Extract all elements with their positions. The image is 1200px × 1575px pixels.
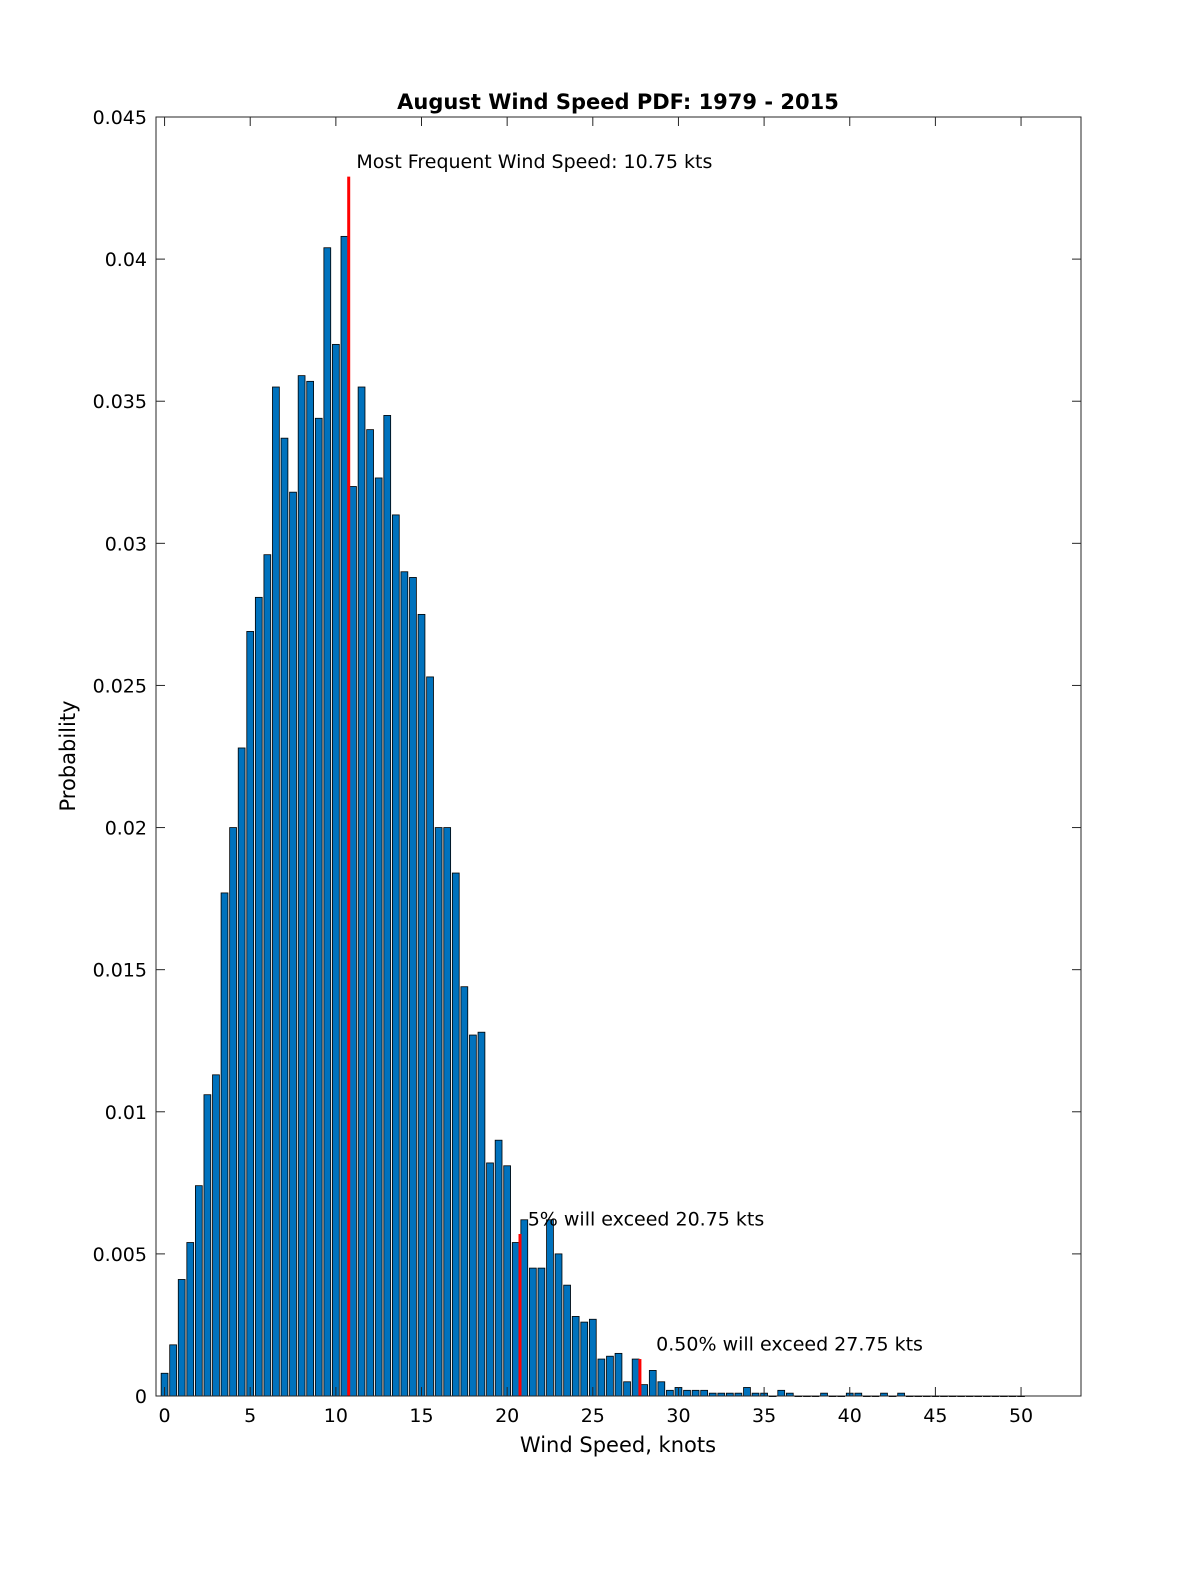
y-tick-label: 0.015 [93, 960, 147, 982]
bar [460, 986, 469, 1397]
bar [323, 247, 332, 1397]
x-tick-label: 0 [159, 1405, 171, 1427]
x-tick-label: 30 [666, 1405, 690, 1427]
bar [494, 1139, 503, 1397]
bar [451, 872, 460, 1397]
bar [631, 1358, 640, 1397]
x-tick-label: 45 [923, 1405, 947, 1427]
bar [177, 1279, 186, 1397]
bar [254, 596, 263, 1397]
bar [546, 1219, 554, 1397]
x-tick-label: 5 [244, 1405, 256, 1427]
bar [374, 477, 383, 1397]
bar [777, 1389, 786, 1397]
bar [691, 1389, 700, 1397]
annotation-label: 0.50% will exceed 27.75 kts [656, 1334, 923, 1356]
bar [391, 514, 400, 1397]
bar [640, 1384, 649, 1397]
bar [400, 571, 409, 1397]
bar [563, 1284, 571, 1397]
y-tick-label: 0.005 [93, 1244, 147, 1266]
x-tick-label: 20 [495, 1405, 519, 1427]
bar [537, 1267, 546, 1397]
annotation-layer: Most Frequent Wind Speed: 10.75 kts 5% wi… [356, 151, 923, 1355]
x-tick-label: 15 [409, 1405, 433, 1427]
bar [212, 1074, 220, 1397]
bar [554, 1253, 563, 1397]
bar [683, 1389, 691, 1397]
bar [417, 613, 426, 1397]
bar [340, 235, 349, 1397]
bar [597, 1358, 606, 1397]
x-tick-label: 40 [838, 1405, 862, 1427]
bar [580, 1321, 589, 1397]
bar [349, 486, 357, 1397]
y-tick-label: 0.01 [105, 1102, 147, 1124]
bar [477, 1031, 486, 1397]
bar [306, 380, 314, 1397]
bar [588, 1318, 597, 1397]
bar [314, 417, 323, 1397]
bar [529, 1267, 537, 1397]
bar [743, 1387, 751, 1397]
x-tick-label: 35 [752, 1405, 776, 1427]
y-tick-label: 0.035 [93, 391, 147, 413]
bar [220, 892, 229, 1397]
x-tick-label: 25 [581, 1405, 605, 1427]
bar [186, 1242, 195, 1397]
annotation-label: Most Frequent Wind Speed: 10.75 kts [356, 151, 712, 173]
y-tick-label: 0.03 [105, 533, 147, 555]
y-tick-label: 0.04 [105, 249, 147, 271]
bar [623, 1381, 631, 1397]
bar [503, 1165, 511, 1397]
x-axis-label: Wind Speed, knots [520, 1433, 716, 1457]
bar [434, 827, 443, 1397]
y-tick-label: 0.02 [105, 818, 147, 840]
bar [409, 577, 417, 1397]
bar [666, 1389, 674, 1397]
bar [332, 343, 340, 1397]
annotation-label: 5% will exceed 20.75 kts [528, 1208, 765, 1230]
y-tick-label: 0 [135, 1386, 147, 1408]
bar [169, 1344, 177, 1397]
bars-layer [160, 235, 1025, 1398]
bar [289, 491, 297, 1397]
bar [383, 415, 392, 1397]
y-axis-label: Probability [56, 700, 80, 811]
bar [571, 1316, 580, 1397]
bar [606, 1355, 614, 1397]
ticks-layer: 0 5 10 15 20 25 30 35 40 45 50 0 0.005 0.01 0.015 0.02 0… [93, 107, 1081, 1427]
bar [272, 386, 280, 1397]
bar [469, 1034, 477, 1397]
bar [237, 747, 246, 1397]
bar [520, 1219, 529, 1397]
y-tick-label: 0.025 [93, 675, 147, 697]
bar [443, 827, 452, 1397]
bar [203, 1094, 212, 1397]
bar [657, 1381, 666, 1397]
bar [366, 429, 374, 1397]
x-tick-label: 10 [324, 1405, 348, 1427]
bar [194, 1185, 203, 1397]
marker-layer [347, 176, 642, 1396]
bar [511, 1242, 520, 1397]
bar [263, 554, 272, 1397]
bar [280, 437, 289, 1397]
bar [648, 1370, 657, 1397]
bar [426, 676, 434, 1397]
bar [297, 375, 306, 1397]
bar [614, 1352, 623, 1397]
chart-title: August Wind Speed PDF: 1979 - 2015 [397, 90, 839, 114]
bar [229, 827, 237, 1397]
bar [486, 1162, 494, 1397]
bar [357, 386, 366, 1397]
bar [246, 631, 255, 1397]
plot-frame [155, 116, 1082, 1397]
bar [700, 1389, 708, 1397]
x-tick-label: 50 [1009, 1405, 1033, 1427]
y-tick-label: 0.045 [93, 107, 147, 129]
